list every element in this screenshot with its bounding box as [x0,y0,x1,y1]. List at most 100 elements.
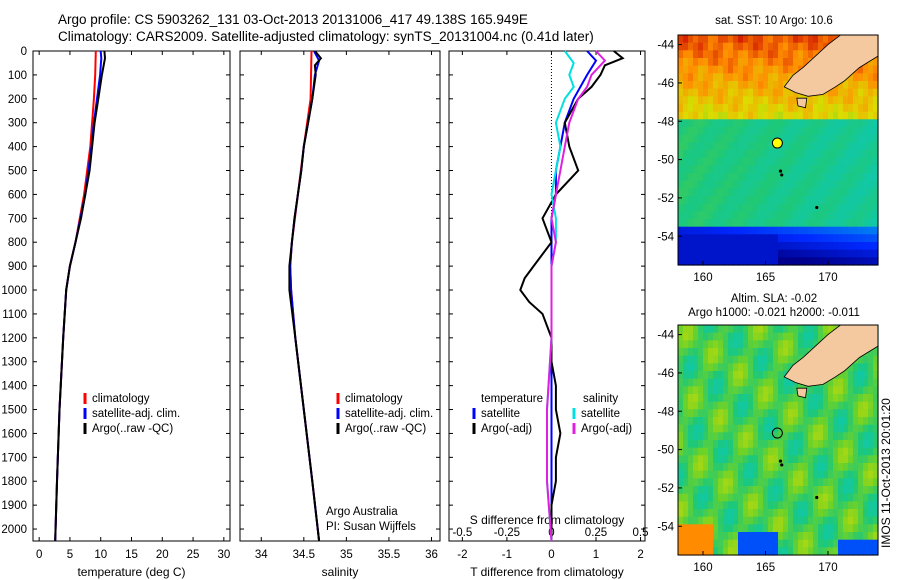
map-cell [773,470,779,479]
map-cell [758,104,764,113]
map-cell [848,409,854,418]
map-cell [838,234,844,243]
map-cell [753,134,759,143]
map-cell [833,257,839,266]
s-tick-label: -0.25 [494,527,520,539]
map-cell [683,50,689,59]
map-cell [858,486,864,495]
subantarctic-island [780,463,784,467]
map-cell [773,249,779,258]
map-cell [678,242,684,251]
map-cell [738,173,744,182]
map-cell [778,58,784,67]
map-frame [677,324,879,556]
map-cell [838,378,844,387]
map-cell [808,42,814,51]
map-cell [793,249,799,258]
map-cell [828,173,834,182]
map-cell [828,196,834,205]
y-tick-label: 1000 [1,285,27,297]
map-cell [873,409,879,418]
map-cell [803,50,809,59]
map-cell [813,111,819,120]
map-cell [743,363,749,372]
map-cell [748,134,754,143]
map-cell [778,65,784,74]
map-cell [688,493,694,502]
map-cell [713,196,719,205]
map-cell [703,111,709,120]
map-cell [808,96,814,105]
map-cell [728,142,734,151]
map-y-tick-label: -48 [657,116,674,128]
map-cell [798,501,804,510]
map-cell [793,242,799,251]
map-cell [678,463,684,472]
map-cell [723,424,729,433]
map-cell [718,378,724,387]
map-cell [788,509,794,518]
y-tick-label: 200 [8,94,27,106]
map-cell [698,157,704,166]
map-cell [723,470,729,479]
map-cell [683,363,689,372]
map-cell [743,142,749,151]
map-cell [763,440,769,449]
map-cell [828,242,834,251]
map-cell [698,257,704,266]
map-cell [753,219,759,228]
map-cell [838,447,844,456]
map-cell [808,409,814,418]
map-cell [778,96,784,105]
map-cell [693,539,699,548]
map-cell [833,111,839,120]
map-cell [693,363,699,372]
map-y-tick-label: -48 [657,406,674,418]
map-cell [813,35,819,44]
map-cell [753,211,759,220]
map-cell [698,104,704,113]
map-cell [683,463,689,472]
map-cell [793,104,799,113]
map-cell [733,417,739,426]
map-cell [753,81,759,90]
map-cell [743,424,749,433]
y-tick-label: 1600 [1,428,27,440]
map-cell [698,173,704,182]
map-cell [733,35,739,44]
float-position-marker [771,427,783,439]
map-cell [833,119,839,128]
map-cell [688,188,694,197]
map-cell [808,470,814,479]
map-cell [798,424,804,433]
map-cell [803,134,809,143]
map-cell [708,173,714,182]
map-cell [758,524,764,533]
map-cell [763,455,769,464]
map-cell [873,157,879,166]
map-cell [728,242,734,251]
map-cell [703,219,709,228]
map-cell [828,509,834,518]
map-cell [798,50,804,59]
map-cell [738,127,744,136]
credit-org: Argo Australia [326,506,398,518]
map-cell [733,88,739,97]
map-cell [718,463,724,472]
map-cell [813,157,819,166]
map-cell [703,470,709,479]
x-tick-label: 25 [187,549,200,561]
map-cell [773,547,779,556]
map-cell [788,142,794,151]
map-cell [743,401,749,410]
map-cell [748,58,754,67]
map-cell [868,539,874,548]
map-cell [698,188,704,197]
map-cell [843,463,849,472]
map-cell [703,173,709,182]
map-cell [848,234,854,243]
map-cell [748,226,754,235]
map-cell [758,58,764,67]
map-cell [683,157,689,166]
